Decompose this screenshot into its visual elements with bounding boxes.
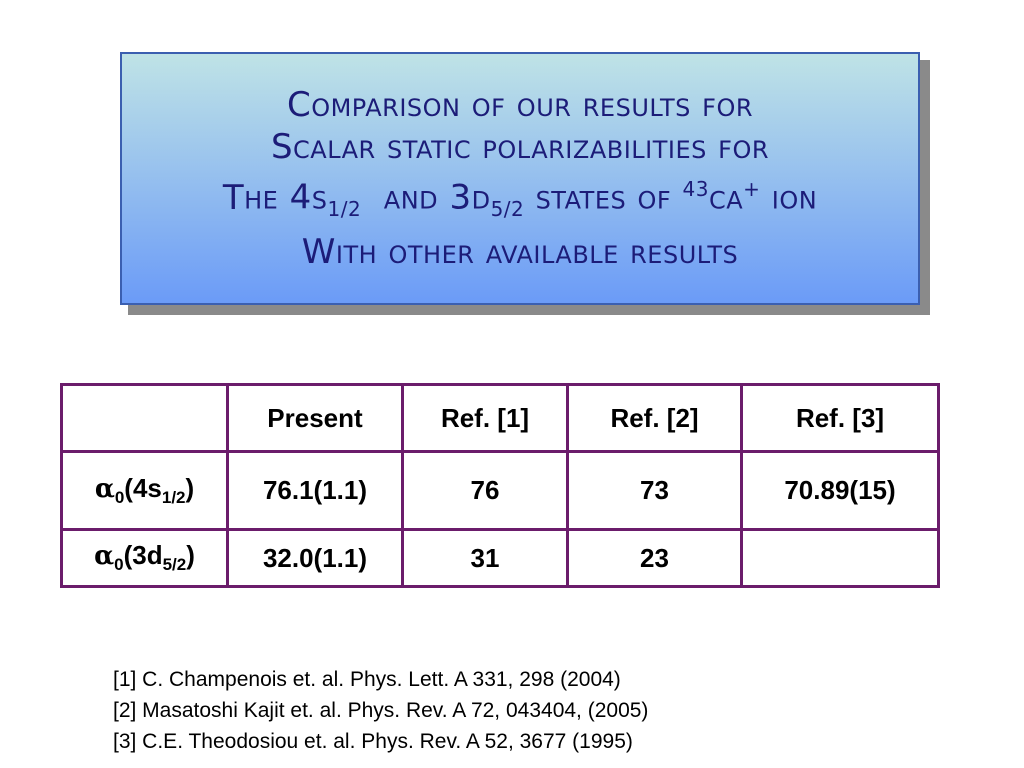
state: ) (186, 540, 195, 571)
cell: 70.89(15) (740, 450, 940, 531)
header-cell: Ref. [1] (401, 383, 569, 453)
subscript: 1/2 (327, 197, 362, 222)
header-cell: Ref. [2] (566, 383, 743, 453)
cell: 76 (401, 450, 569, 531)
cell (740, 528, 940, 588)
title-text: Comparison of our results for (286, 85, 754, 126)
title-line: scalar static polarizabilities for (271, 126, 769, 168)
title-text: ion (760, 177, 818, 218)
title-text: Ca (708, 177, 744, 218)
state: (4s (124, 472, 162, 503)
reference: [3] C.E. Theodosiou et. al. Phys. Rev. A… (113, 730, 633, 753)
superscript: + (743, 177, 761, 202)
title-text: with other available results (301, 231, 739, 272)
cell: 76.1(1.1) (226, 450, 404, 531)
symbol: α (94, 473, 115, 504)
title-line: Comparison of our results for (287, 84, 753, 126)
title-text: the 4S (222, 177, 328, 218)
subscript: 5/2 (162, 555, 187, 575)
title-text: scalar static polarizabilities for (270, 127, 770, 168)
header-cell: Present (226, 383, 404, 453)
subscript: 5/2 (490, 197, 525, 222)
reference: [2] Masatoshi Kajit et. al. Phys. Rev. A… (113, 699, 649, 722)
state: (3d (123, 540, 163, 571)
data-row: α0(3d5/2) 32.0(1.1) 31 23 (60, 528, 940, 588)
row-label: α0(3d5/2) (60, 528, 229, 588)
reference: [1] C. Champenois et. al. Phys. Lett. A … (113, 668, 621, 691)
superscript: 43 (682, 177, 709, 202)
subscript: 1/2 (161, 488, 186, 508)
cell: 23 (566, 528, 743, 588)
title-text: and 3D (361, 177, 491, 218)
state: ) (185, 472, 195, 503)
header-cell (60, 383, 229, 453)
header-cell: Ref. [3] (740, 383, 940, 453)
title-line: with other available results (302, 231, 738, 273)
results-table: Present Ref. [1] Ref. [2] Ref. [3] α0(4s1/2)… (60, 383, 940, 588)
cell: 32.0(1.1) (226, 528, 404, 588)
cell: 73 (566, 450, 743, 531)
title-text: states of (524, 177, 683, 218)
data-row: α0(4s1/2) 76.1(1.1) 76 73 70.89(15) (60, 450, 940, 531)
row-label: α0(4s1/2) (60, 450, 229, 531)
title-box: Comparison of our results for scalar sta… (120, 52, 920, 305)
symbol: α (94, 541, 115, 572)
header-row: Present Ref. [1] Ref. [2] Ref. [3] (60, 383, 940, 453)
references: [1] C. Champenois et. al. Phys. Lett. A … (113, 664, 648, 757)
subscript: 0 (114, 488, 125, 508)
cell: 31 (401, 528, 569, 588)
title-line: the 4S1/2 and 3D5/2 states of 43Ca+ ion (223, 168, 817, 230)
subscript: 0 (114, 555, 124, 575)
